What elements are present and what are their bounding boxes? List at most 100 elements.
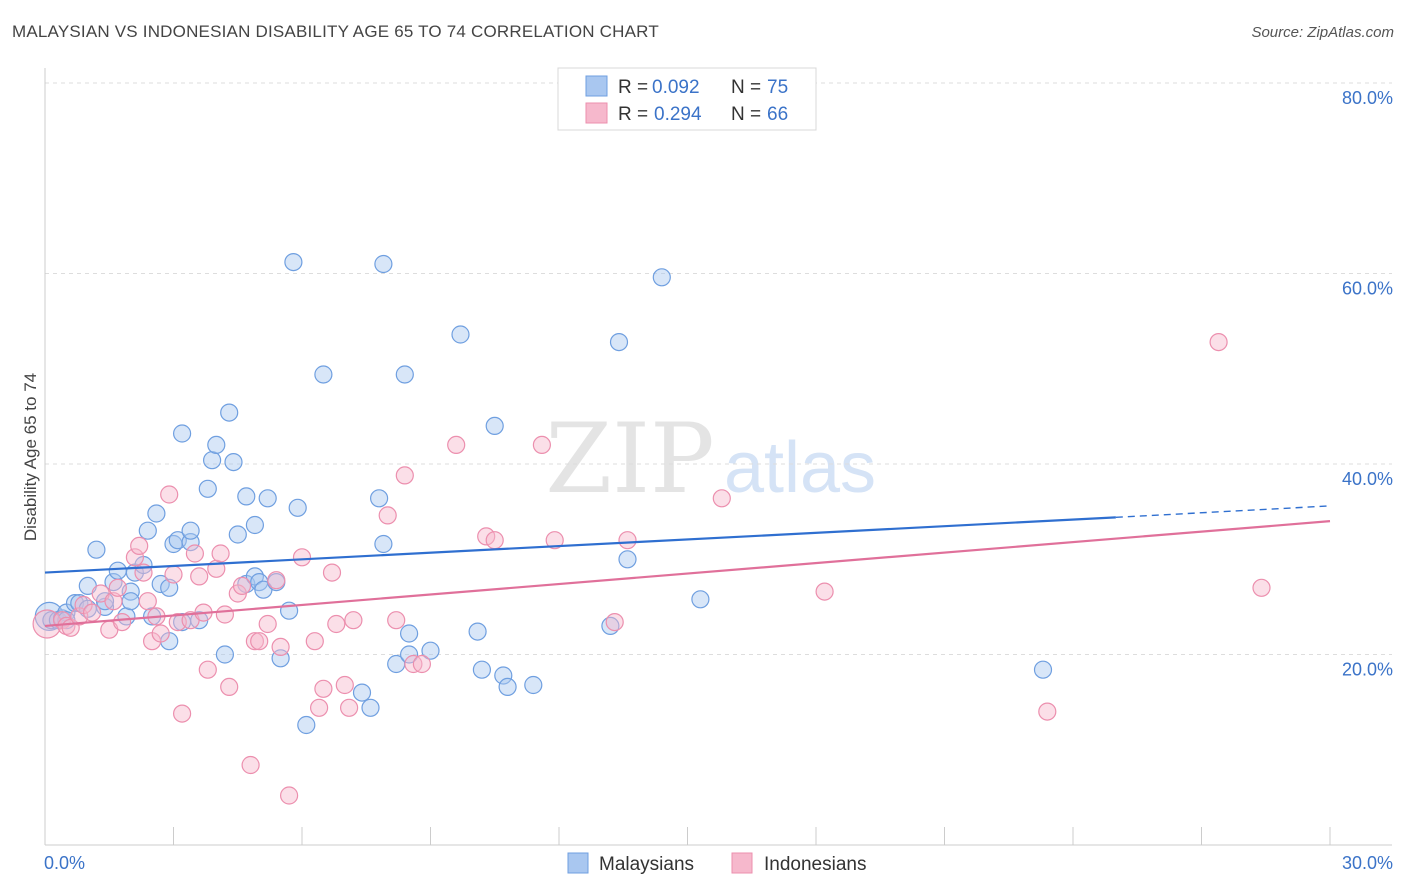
chart-title: MALAYSIAN VS INDONESIAN DISABILITY AGE 6…	[12, 22, 659, 41]
malaysian-point	[284, 253, 303, 272]
malaysian-point	[297, 715, 316, 735]
legend-n-label-1: N =	[731, 77, 761, 98]
malaysian-point	[198, 479, 217, 498]
indonesian-point	[292, 548, 312, 567]
indonesian-point	[305, 632, 324, 651]
indonesian-point	[1252, 578, 1271, 597]
watermark-atlas: atlas	[724, 428, 876, 508]
indonesian-point	[104, 592, 123, 611]
indonesian-point	[245, 632, 264, 651]
malaysian-trend-extension	[1115, 505, 1331, 519]
malaysian-point	[395, 365, 414, 384]
indonesian-point	[314, 679, 333, 698]
malaysian-point	[108, 561, 127, 580]
indonesian-point	[322, 563, 342, 582]
malaysian-point	[215, 645, 234, 664]
indonesian-point	[241, 755, 260, 775]
indonesian-point	[164, 565, 183, 584]
legend-n-label-2: N =	[731, 104, 761, 125]
malaysian-point	[147, 504, 166, 523]
axes	[44, 68, 1392, 846]
indonesian-point	[477, 527, 496, 546]
indonesian-point	[190, 567, 209, 586]
malaysian-point	[207, 435, 226, 454]
indonesian-point	[1038, 702, 1057, 721]
x-tick-label: 0.0%	[44, 853, 85, 873]
indonesian-point	[250, 632, 269, 651]
indonesian-point	[815, 582, 834, 601]
indonesian-point	[130, 536, 149, 556]
indonesian-point	[335, 675, 354, 695]
malaysian-point	[228, 525, 247, 544]
indonesian-point	[108, 578, 127, 597]
indonesian-point	[271, 637, 290, 657]
malaysian-point	[352, 683, 372, 702]
indonesian-point	[112, 612, 132, 632]
indonesian-point	[211, 544, 230, 563]
malaysian-point	[498, 677, 517, 697]
legend-r-value-1: 0.092	[652, 77, 700, 98]
indonesian-point	[447, 435, 466, 454]
malaysian-point	[173, 424, 192, 443]
malaysian-point	[652, 268, 671, 287]
indonesian-point	[151, 624, 170, 643]
data-points	[32, 253, 1271, 805]
indonesian-point	[485, 531, 504, 550]
x-tick-label: 30.0%	[1342, 853, 1393, 873]
malaysian-point	[609, 333, 629, 352]
bottom-legend-malaysians: Malaysians	[599, 854, 694, 875]
indonesian-point	[82, 603, 102, 622]
indonesian-point	[378, 506, 397, 525]
trend-lines	[44, 505, 1331, 628]
y-axis-label: Disability Age 65 to 74	[21, 373, 40, 541]
legend-n-value-1: 75	[767, 77, 788, 98]
malaysian-point	[224, 453, 243, 472]
source-credit: Source: ZipAtlas.com	[1251, 24, 1394, 41]
indonesian-point	[532, 435, 552, 454]
malaysian-point	[258, 489, 277, 508]
malaysian-point	[370, 489, 389, 508]
legend-indonesian-swatch	[585, 102, 608, 124]
malaysian-point	[121, 592, 140, 611]
indonesian-point	[344, 611, 363, 630]
indonesian-point	[185, 544, 204, 563]
legend-r-value-2: 0.294	[654, 104, 702, 125]
legend-n-value-2: 66	[767, 104, 788, 125]
indonesian-point	[618, 531, 637, 550]
malaysian-point	[421, 641, 440, 660]
y-tick-label: 60.0%	[1342, 279, 1393, 299]
indonesian-point	[160, 485, 179, 504]
legend-malaysian-swatch	[585, 75, 608, 97]
malaysian-point	[400, 645, 419, 664]
malaysian-point	[151, 574, 170, 594]
malaysian-point	[203, 451, 222, 470]
indonesian-point	[232, 576, 252, 596]
malaysian-point	[237, 487, 256, 506]
indonesian-point	[712, 489, 731, 508]
bottom-legend-indonesians: Indonesians	[764, 854, 866, 875]
bottom-legend-indonesian-swatch	[731, 852, 753, 874]
y-tick-label: 80.0%	[1342, 88, 1393, 108]
indonesian-point	[310, 698, 329, 717]
indonesian-point	[220, 677, 239, 697]
malaysian-point	[374, 534, 393, 554]
indonesian-point	[198, 660, 217, 679]
tick-labels: 20.0% 40.0% 60.0% 80.0% 0.0% 30.0%	[44, 88, 1393, 873]
indonesian-point	[545, 531, 564, 550]
y-tick-label: 20.0%	[1342, 660, 1393, 680]
malaysian-point	[314, 365, 333, 384]
malaysian-point	[87, 540, 106, 559]
malaysian-point	[138, 521, 157, 540]
indonesian-point	[173, 704, 192, 723]
indonesian-point	[1209, 333, 1228, 352]
malaysian-point	[468, 622, 487, 641]
indonesian-point	[215, 605, 234, 624]
malaysian-point	[400, 624, 419, 643]
malaysian-point	[494, 666, 513, 685]
legend-box: R = 0.092 N = 75 R = 0.294 N = 66	[557, 67, 817, 131]
malaysian-point	[361, 698, 380, 717]
watermark-zip: ZIP	[545, 403, 714, 515]
malaysian-point	[524, 675, 543, 695]
malaysian-point	[288, 498, 307, 517]
